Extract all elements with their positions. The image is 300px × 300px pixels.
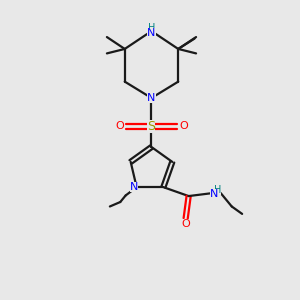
Text: N: N [147, 28, 156, 38]
Text: O: O [179, 121, 188, 131]
Text: H: H [148, 22, 155, 32]
Text: S: S [148, 120, 155, 133]
Text: H: H [214, 184, 221, 194]
Text: N: N [210, 189, 218, 199]
Text: N: N [130, 182, 138, 192]
Text: O: O [115, 121, 124, 131]
Text: N: N [147, 93, 156, 103]
Text: O: O [181, 219, 190, 229]
